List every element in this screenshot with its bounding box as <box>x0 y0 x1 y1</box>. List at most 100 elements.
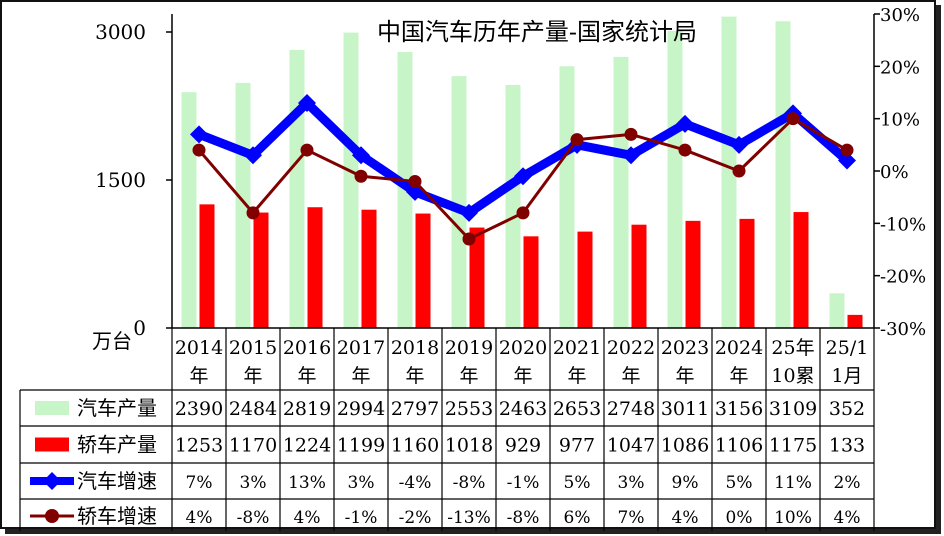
table-cell-3-1: -8% <box>237 508 270 528</box>
bar-auto-11 <box>775 21 791 329</box>
category-label-6-line2: 年 <box>513 365 532 387</box>
table-cell-2-9: 9% <box>672 473 699 493</box>
marker-auto-growth-6 <box>514 167 532 186</box>
marker-sedan-growth-5 <box>462 232 476 246</box>
bar-auto-3 <box>343 32 359 328</box>
table-cell-2-1: 3% <box>240 473 267 493</box>
marker-sedan-growth-4 <box>408 174 422 188</box>
bar-auto-1 <box>235 82 251 328</box>
table-cell-1-9: 1086 <box>661 435 709 457</box>
table-cell-0-4: 2797 <box>391 398 439 420</box>
marker-sedan-growth-10 <box>732 164 746 178</box>
bar-sedan-10 <box>739 218 755 328</box>
table-cell-3-0: 4% <box>186 508 213 528</box>
marker-auto-growth-5 <box>460 203 478 222</box>
data-table: 2014 年 2015 年 2016 年 2017 年 2018 年 2019 年 2020 年 2021 年… <box>19 327 875 531</box>
marker-auto-growth-3 <box>352 146 370 165</box>
marker-sedan-growth-8 <box>624 127 638 141</box>
table-cell-2-5: -8% <box>453 473 486 493</box>
table-cell-0-2: 2819 <box>283 398 331 420</box>
legend-label-0: 汽车产量 <box>77 396 157 420</box>
marker-auto-growth-1 <box>244 146 262 165</box>
table-cell-2-2: 13% <box>288 473 326 493</box>
bar-auto-9 <box>667 30 683 328</box>
table-cell-3-11: 10% <box>774 508 812 528</box>
left-tick-label-0: 0 <box>133 316 146 340</box>
category-label-8-line2: 年 <box>621 365 640 387</box>
category-label-3-line2: 年 <box>351 365 370 387</box>
category-label-12-line2: 1月 <box>831 365 862 387</box>
marker-auto-growth-9 <box>676 114 694 133</box>
category-label-5-line2: 年 <box>459 365 478 387</box>
table-cell-3-3: -1% <box>345 508 378 528</box>
marker-auto-growth-0 <box>190 125 208 144</box>
table-cell-1-7: 977 <box>559 435 595 457</box>
bar-sedan-12 <box>847 314 863 328</box>
bar-sedan-6 <box>523 236 539 328</box>
chart-title: 中国汽车历年产量-国家统计局 <box>377 18 697 46</box>
bar-sedan-4 <box>415 213 431 328</box>
category-label-1-line2: 年 <box>243 365 262 387</box>
table-cell-3-8: 7% <box>618 508 645 528</box>
category-label-7-line2: 年 <box>567 365 586 387</box>
table-cell-2-11: 11% <box>774 473 812 493</box>
category-label-8-line1: 2022 <box>607 337 655 359</box>
right-tick-label-1: -20% <box>880 267 926 288</box>
marker-auto-growth-8 <box>622 146 640 165</box>
category-label-1-line1: 2015 <box>229 337 277 359</box>
marker-sedan-growth-2 <box>300 143 314 157</box>
table-cell-0-0: 2390 <box>175 398 223 420</box>
table-cell-3-4: -2% <box>399 508 432 528</box>
category-label-2-line1: 2016 <box>283 337 331 359</box>
legend-key-marker-3 <box>45 509 59 523</box>
legend-label-2: 汽车增速 <box>77 469 157 493</box>
table-cell-0-9: 3011 <box>661 398 709 420</box>
marker-sedan-growth-6 <box>516 206 530 220</box>
marker-sedan-growth-3 <box>354 169 368 183</box>
table-cell-1-3: 1199 <box>337 435 385 457</box>
bar-sedan-8 <box>631 224 647 328</box>
right-tick-label-5: 20% <box>880 57 920 78</box>
bar-auto-0 <box>181 92 197 328</box>
table-cell-0-1: 2484 <box>229 398 277 420</box>
table-cell-3-6: -8% <box>507 508 540 528</box>
category-label-4-line2: 年 <box>405 365 424 387</box>
category-label-11-line1: 25年 <box>771 337 814 359</box>
legend-key-marker-2 <box>43 472 61 490</box>
category-label-9-line1: 2023 <box>661 337 709 359</box>
category-label-5-line1: 2019 <box>445 337 493 359</box>
table-cell-1-8: 1047 <box>607 435 655 457</box>
table-cell-2-3: 3% <box>348 473 375 493</box>
bar-auto-12 <box>829 293 845 328</box>
bar-auto-7 <box>559 66 575 328</box>
category-label-0-line1: 2014 <box>175 337 223 359</box>
category-label-11-line2: 10累 <box>771 365 814 387</box>
marker-sedan-growth-9 <box>678 143 692 157</box>
marker-auto-growth-12 <box>838 151 856 170</box>
legend-key-0 <box>35 401 69 415</box>
bar-sedan-5 <box>469 227 485 328</box>
bar-auto-5 <box>451 76 467 328</box>
line-layer <box>190 93 856 246</box>
marker-sedan-growth-12 <box>840 143 854 157</box>
table-cell-1-11: 1175 <box>769 435 817 457</box>
unit-label: 万台 <box>92 329 132 353</box>
bar-sedan-9 <box>685 220 701 328</box>
bar-auto-8 <box>613 56 629 328</box>
table-cell-1-4: 1160 <box>391 435 439 457</box>
right-tick-label-2: -10% <box>880 214 926 235</box>
bar-auto-2 <box>289 49 305 328</box>
legend-key-1 <box>35 437 69 452</box>
marker-sedan-growth-7 <box>570 133 584 147</box>
table-cell-0-11: 3109 <box>769 398 817 420</box>
table-cell-3-2: 4% <box>294 508 321 528</box>
table-cell-3-10: 0% <box>726 508 753 528</box>
left-tick-label-1: 1500 <box>95 168 146 192</box>
right-tick-label-6: 30% <box>880 5 920 26</box>
right-tick-label-4: 10% <box>880 110 920 131</box>
category-label-4-line1: 2018 <box>391 337 439 359</box>
category-label-6-line1: 2020 <box>499 337 547 359</box>
table-cell-0-10: 3156 <box>715 398 763 420</box>
